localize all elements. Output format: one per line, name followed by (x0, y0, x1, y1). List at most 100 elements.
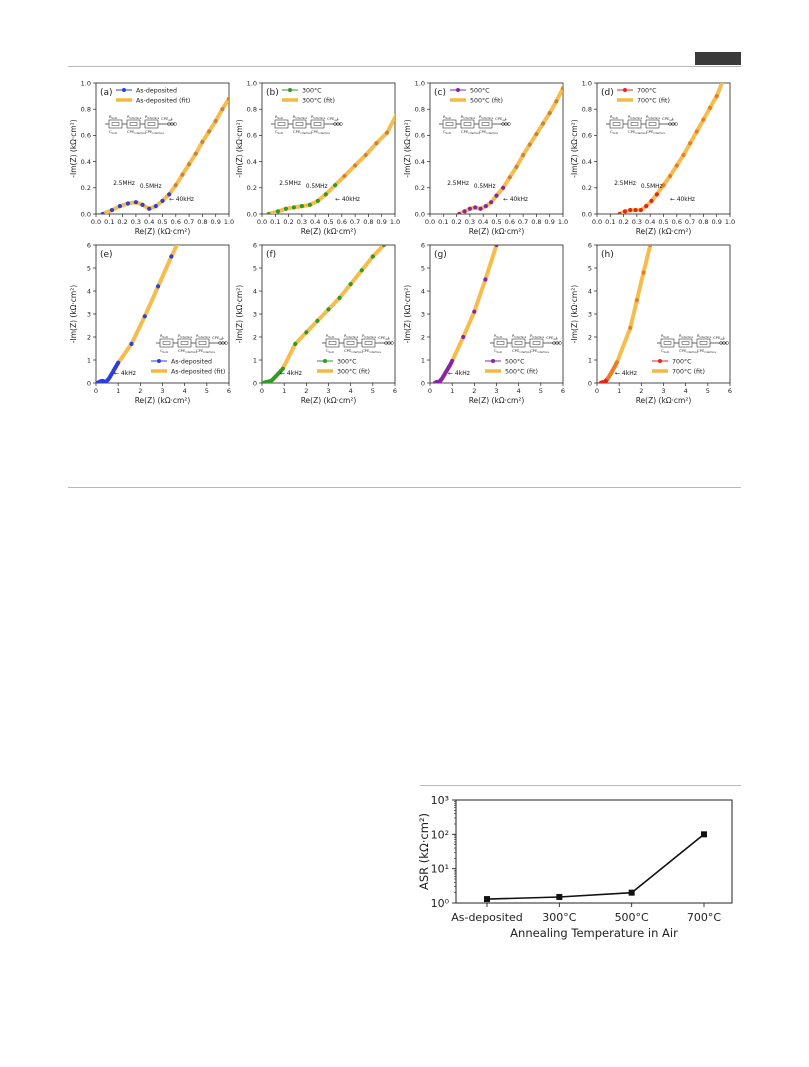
legend-marker (491, 359, 495, 363)
asr-y-tick-label: 10¹ (431, 863, 449, 876)
data-point (547, 111, 552, 116)
panel-data (598, 245, 653, 383)
y-tick-label: 0 (253, 379, 257, 387)
y-tick-label: 0 (87, 379, 91, 387)
impedance-panel-2: 0.0 0.1 0.2 0.3 0.4 0.5 0.6 0.7 0.8 0.9 1.00.00.20… (235, 79, 400, 236)
circuit-cpe-ext-label: CPEext (662, 116, 673, 122)
x-tick-label: 1.0 (390, 218, 400, 226)
data-point (457, 211, 462, 214)
impedance-figure: 0.0 0.1 0.2 0.3 0.4 0.5 0.6 0.7 0.8 0.9 1.00.00.20… (69, 79, 735, 405)
asr-y-tick-label: 10² (431, 828, 449, 841)
x-tick-label: 0.9 (545, 218, 555, 226)
data-point (193, 151, 198, 156)
data-point (668, 173, 673, 179)
circuit-cpe-ext-subscript: ext (669, 118, 673, 122)
x-tick-label: 0 (595, 387, 599, 395)
annotation-f3: ← 40kHz (503, 197, 528, 203)
equivalent-circuit: Rbulk Cbulk Rinterface CPEinterface Rinterfa… (156, 333, 228, 354)
data-point (326, 307, 331, 312)
circuit-c-subscript: interface (185, 350, 197, 354)
circuit-rc-block (177, 338, 192, 348)
data-point (527, 142, 532, 147)
x-tick-label: 0.7 (184, 218, 194, 226)
data-point (342, 173, 347, 179)
y-tick-label: 0.6 (582, 132, 592, 140)
circuit-rc-block (361, 338, 376, 348)
data-point (628, 325, 633, 330)
asr-point (556, 893, 563, 900)
data-point (384, 130, 390, 135)
circuit-element (295, 122, 304, 126)
circuit-element (463, 122, 472, 126)
data-point (220, 107, 225, 112)
circuit-cpe-ext-subscript: ext (334, 118, 338, 122)
data-point (315, 318, 320, 323)
circuit-element (129, 122, 138, 126)
data-point (638, 207, 643, 213)
circuit-c-subscript: interface (300, 131, 312, 135)
y-tick-label: 4 (87, 287, 91, 295)
y-tick-label: 0.0 (81, 210, 91, 218)
circuit-inductor-loop (173, 122, 177, 126)
circuit-c-subscript: bulk (497, 350, 503, 354)
y-tick-label: 0.2 (81, 184, 91, 192)
data-point (707, 105, 713, 110)
x-tick-label: 0 (428, 387, 432, 395)
data-point (117, 204, 123, 209)
data-point (654, 192, 659, 197)
data-point (622, 209, 628, 214)
data-point (291, 205, 297, 210)
circuit-c-label: CPEinterface (628, 129, 647, 135)
annotation-4khz: ← 4kHz (114, 370, 136, 377)
asr-x-tick-label: As-deposited (451, 911, 523, 924)
legend-marker (658, 359, 662, 363)
y-tick-label: 1 (588, 356, 592, 364)
y-tick-label: 1.0 (81, 79, 91, 87)
x-tick-label: 6 (393, 387, 397, 395)
circuit-r-label: Rinterface (679, 333, 694, 339)
circuit-c-label: CPEinterface (679, 348, 698, 354)
circuit-c-subscript: interface (686, 350, 698, 354)
data-point (315, 198, 320, 203)
y-tick-label: 5 (87, 264, 91, 272)
impedance-panel-4: 0.0 0.1 0.2 0.3 0.4 0.5 0.6 0.7 0.8 0.9 1.00.00.20… (570, 79, 735, 236)
circuit-r-subscript: interface (181, 335, 193, 339)
x-tick-label: 0.1 (104, 218, 114, 226)
x-tick-label: 0.8 (197, 218, 207, 226)
circuit-r-subscript: interface (365, 335, 377, 339)
x-tick-label: 0.0 (592, 218, 602, 226)
data-point (116, 360, 121, 365)
circuit-r-label: Rinterface (311, 114, 326, 120)
circuit-r-label: Rbulk (610, 114, 619, 120)
panel-data (100, 95, 229, 214)
asr-figure-top-rule (420, 785, 741, 786)
circuit-inductor-loop (390, 341, 394, 345)
circuit-r-subscript: interface (482, 116, 494, 120)
x-tick-label: 0.5 (658, 218, 668, 226)
data-point (649, 198, 654, 203)
legend-marker (157, 359, 161, 363)
asr-x-axis-title: Annealing Temperature in Air (510, 926, 678, 940)
circuit-r-subscript: interface (347, 335, 359, 339)
x-tick-label: 5 (706, 387, 710, 395)
y-tick-label: 3 (588, 310, 592, 318)
x-axis-title: Re(Z) (kΩ·cm²) (135, 396, 191, 405)
circuit-c-label: CPEinterface (344, 348, 363, 354)
circuit-rc-block (660, 338, 675, 348)
data-point (153, 204, 158, 209)
circuit-rc-block (460, 119, 475, 129)
x-tick-label: 0.5 (157, 218, 167, 226)
circuit-c-subscript: interface (635, 131, 647, 135)
data-point (280, 366, 285, 371)
panel-data (432, 245, 499, 383)
data-point (694, 129, 699, 134)
circuit-c-label: CPEinterface (697, 348, 716, 354)
data-point (501, 185, 506, 190)
circuit-c-subscript: bulk (446, 131, 452, 135)
annotation-4khz: ← 4kHz (280, 370, 302, 377)
circuit-r-label: Rbulk (494, 333, 503, 339)
y-tick-label: 1.0 (415, 79, 425, 87)
y-tick-label: 1 (421, 356, 425, 364)
circuit-r-label: Rinterface (530, 333, 545, 339)
circuit-c-subscript: interface (537, 350, 549, 354)
